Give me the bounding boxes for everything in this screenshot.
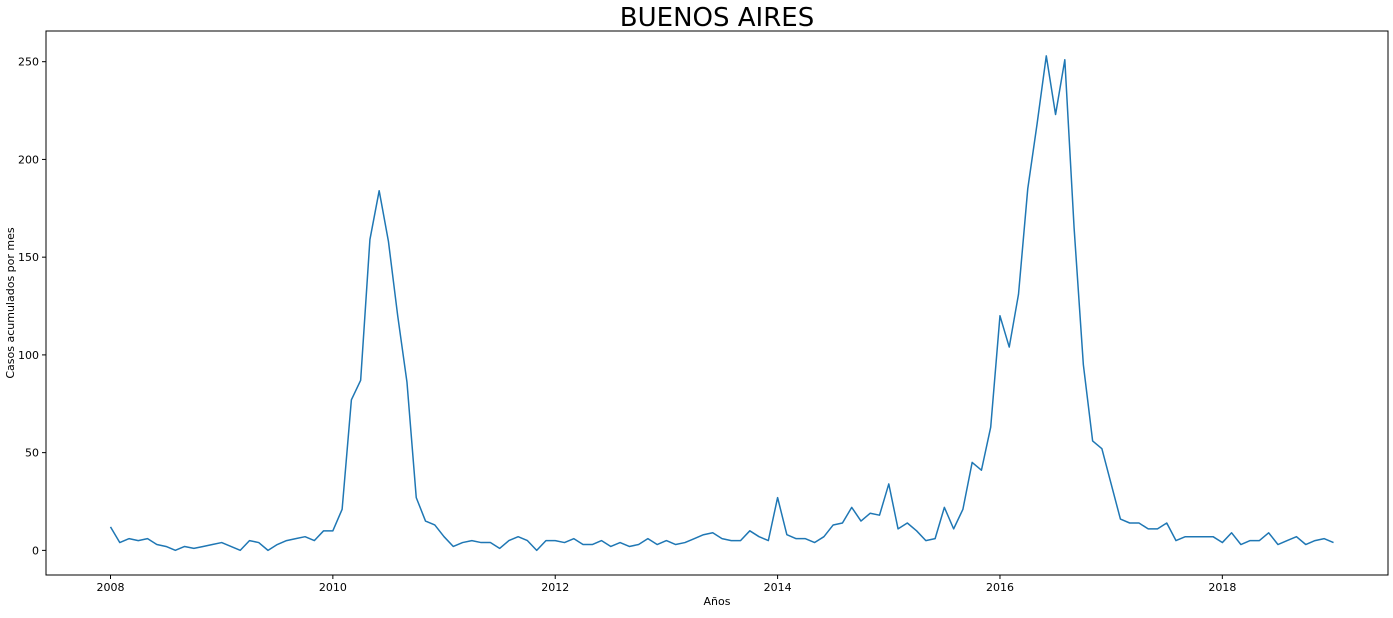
y-tick-label: 200 <box>18 153 39 166</box>
x-tick-label: 2014 <box>764 581 792 594</box>
series-layer <box>109 55 1334 552</box>
y-tick-label: 0 <box>32 544 39 557</box>
x-tick-label: 2018 <box>1208 581 1236 594</box>
y-axis: 0 50 100 150 200 250 <box>18 56 46 557</box>
y-tick-label: 250 <box>18 56 39 69</box>
x-tick-label: 2012 <box>541 581 569 594</box>
chart-title: BUENOS AIRES <box>620 3 814 33</box>
y-tick-label: 100 <box>18 349 39 362</box>
series-line-0 <box>109 55 1334 552</box>
x-tick-label: 2010 <box>319 581 347 594</box>
y-tick-label: 150 <box>18 251 39 264</box>
x-axis-label: Años <box>704 595 731 608</box>
x-tick-label: 2008 <box>96 581 124 594</box>
x-axis: 2008 2010 2012 2014 2016 2018 <box>96 575 1236 594</box>
y-axis-label: Casos acumulados por mes <box>4 227 17 379</box>
y-tick-label: 50 <box>25 447 39 460</box>
x-tick-label: 2016 <box>986 581 1014 594</box>
plot-frame <box>45 30 1389 576</box>
